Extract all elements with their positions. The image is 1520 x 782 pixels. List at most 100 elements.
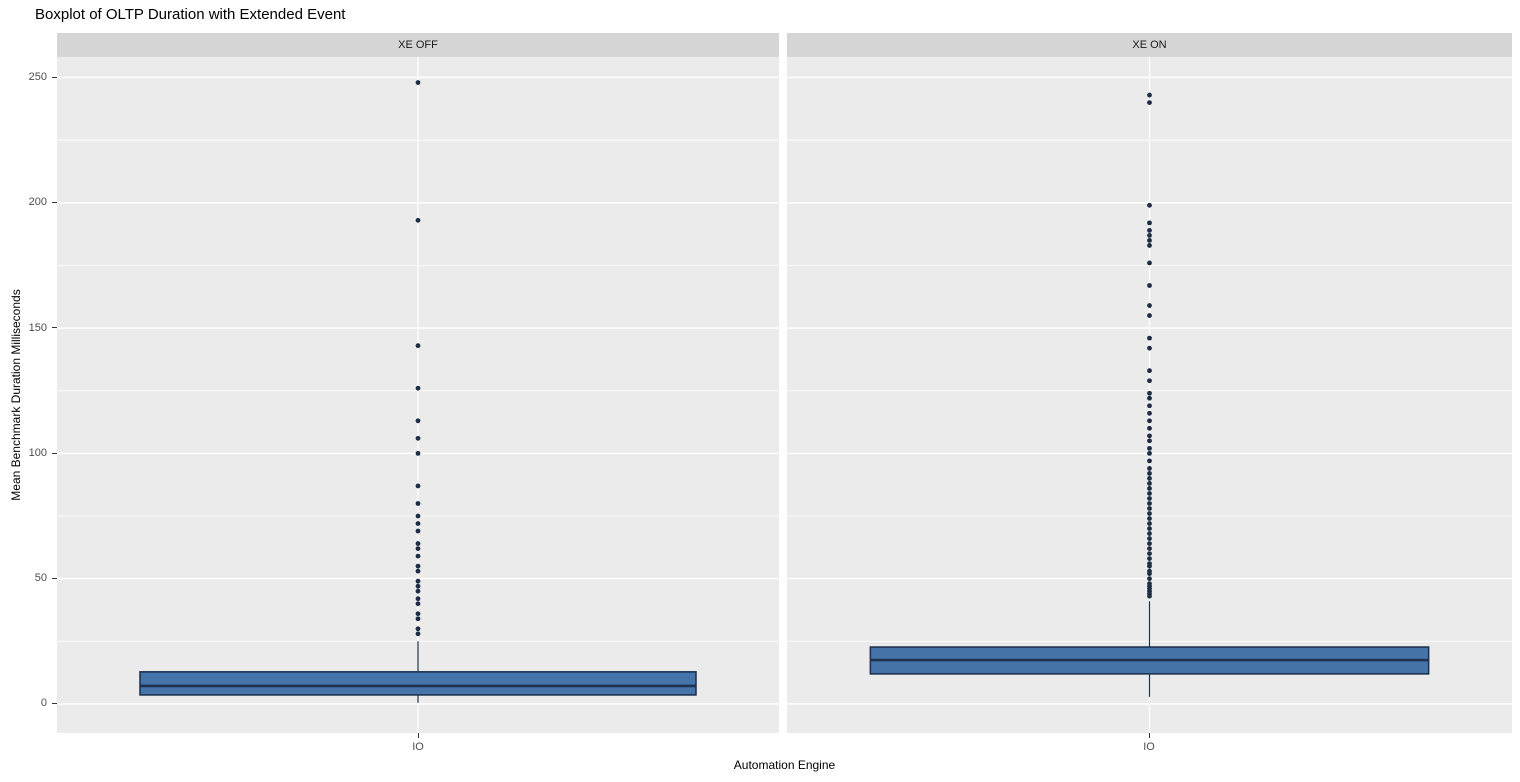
outlier-point <box>1147 481 1152 486</box>
outlier-point <box>1147 368 1152 374</box>
outlier-point <box>415 541 421 546</box>
y-tick-mark <box>52 327 57 329</box>
outlier-point <box>1147 563 1152 569</box>
outlier-point <box>1147 335 1152 341</box>
outlier-point <box>415 611 421 617</box>
outlier-point <box>1147 531 1152 536</box>
outlier-point <box>415 563 421 569</box>
box <box>139 671 697 696</box>
outlier-point <box>415 596 421 602</box>
outlier-point <box>1147 303 1152 308</box>
outlier-point <box>1147 445 1152 451</box>
boxplot-xe-on <box>787 57 1512 733</box>
outlier-point <box>1147 593 1152 599</box>
outlier-point <box>1147 418 1152 424</box>
x-tick-label-io-left: IO <box>412 741 424 753</box>
outlier-point <box>1147 403 1152 409</box>
outlier-point <box>1147 345 1152 351</box>
outlier-point <box>1147 202 1152 208</box>
outlier-point <box>415 418 421 424</box>
outlier-point <box>1147 576 1152 582</box>
x-tick-label-io-right: IO <box>1143 741 1155 753</box>
outlier-point <box>1147 378 1152 384</box>
outlier-point <box>1147 227 1152 233</box>
boxplot-xe-off <box>57 57 779 733</box>
outlier-point <box>415 450 421 456</box>
outlier-point <box>1147 486 1152 491</box>
outlier-point <box>1147 496 1152 501</box>
x-axis-title: Automation Engine <box>733 758 836 772</box>
outlier-point <box>1147 491 1152 496</box>
y-tick-label: 0 <box>40 697 47 710</box>
outlier-point <box>415 631 421 637</box>
outlier-point <box>1147 425 1152 431</box>
outlier-point <box>415 568 421 574</box>
outlier-point <box>1147 395 1152 401</box>
outlier-point <box>415 546 421 551</box>
outlier-point <box>1147 390 1152 396</box>
outlier-point <box>1147 511 1152 516</box>
outlier-point <box>415 385 421 391</box>
outlier-point <box>1147 471 1152 476</box>
outlier-point <box>1147 458 1152 464</box>
outlier-point <box>1147 438 1152 444</box>
outlier-point <box>1147 476 1152 481</box>
outlier-point <box>415 483 421 489</box>
x-tick-mark <box>1149 733 1150 738</box>
facet-panel-xe-on <box>787 57 1512 733</box>
outlier-point <box>415 553 421 559</box>
outlier-point <box>415 435 421 441</box>
facet-panel-xe-off <box>57 57 779 733</box>
y-tick-label: 200 <box>28 196 47 209</box>
y-tick-label: 50 <box>34 572 47 585</box>
outlier-point <box>1147 220 1152 226</box>
outlier-point <box>1147 526 1152 531</box>
outlier-point <box>1147 313 1152 318</box>
y-tick-label: 100 <box>28 446 47 459</box>
outlier-point <box>1147 466 1152 471</box>
outlier-point <box>1147 521 1152 526</box>
outlier-point <box>1147 546 1152 551</box>
y-tick-mark <box>52 76 57 78</box>
x-tick-mark <box>418 733 419 738</box>
y-tick-mark <box>52 202 57 204</box>
outlier-point <box>415 521 421 526</box>
outlier-point <box>415 343 421 349</box>
outlier-point <box>1147 506 1152 511</box>
outlier-point <box>415 513 421 519</box>
outlier-point <box>1147 260 1152 266</box>
outlier-point <box>415 588 421 594</box>
outlier-point <box>415 601 421 607</box>
outlier-point <box>415 616 421 622</box>
y-tick-label: 250 <box>28 71 47 84</box>
outlier-point <box>1147 556 1152 562</box>
y-tick-mark <box>52 577 57 579</box>
y-tick-mark <box>52 452 57 454</box>
outlier-point <box>1147 571 1152 577</box>
chart-title: Boxplot of OLTP Duration with Extended E… <box>35 6 346 23</box>
y-axis-title: Mean Benchmark Duration Milliseconds <box>9 289 23 501</box>
outlier-point <box>1147 551 1152 557</box>
outlier-point <box>1147 243 1152 248</box>
outlier-point <box>415 501 421 506</box>
outlier-point <box>1147 450 1152 456</box>
outlier-point <box>415 217 421 223</box>
outlier-point <box>1147 100 1152 106</box>
y-tick-mark <box>52 703 57 705</box>
outlier-point <box>1147 410 1152 416</box>
facet-strip-xe-off: XE OFF <box>57 33 779 57</box>
outlier-point <box>415 578 421 584</box>
outlier-point <box>1147 433 1152 439</box>
y-tick-label: 150 <box>28 321 47 334</box>
outlier-point <box>1147 283 1152 288</box>
outlier-point <box>1147 536 1152 541</box>
outlier-point <box>415 80 421 85</box>
outlier-point <box>415 583 421 589</box>
outlier-point <box>415 626 421 632</box>
facet-strip-xe-on: XE ON <box>787 33 1512 57</box>
outlier-point <box>1147 92 1152 98</box>
outlier-point <box>1147 232 1152 238</box>
outlier-point <box>1147 238 1152 243</box>
outlier-point <box>1147 501 1152 506</box>
